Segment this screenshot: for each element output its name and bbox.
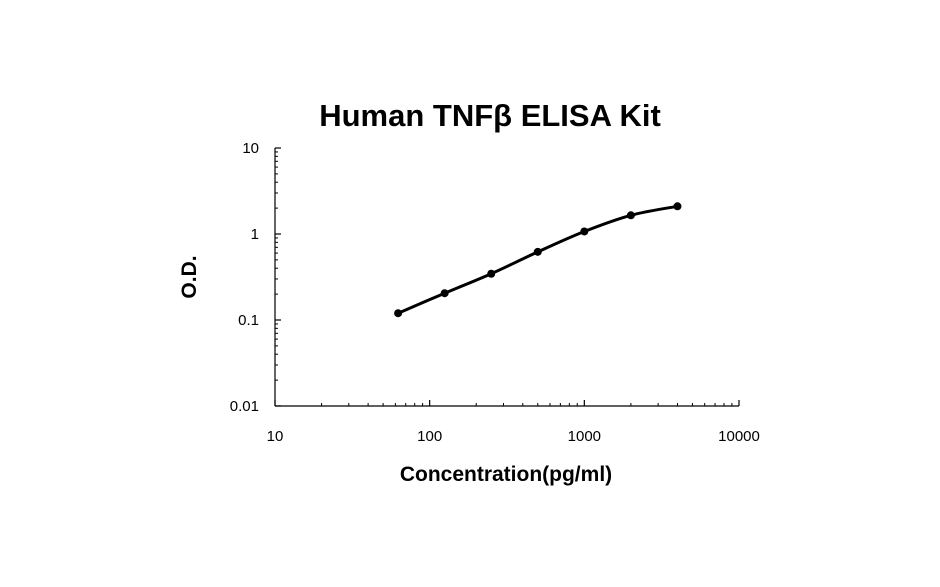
x-tick-label: 1000 — [568, 428, 601, 445]
y-tick-label: 0.01 — [230, 398, 259, 415]
data-point — [580, 227, 589, 236]
x-tick-label: 10000 — [718, 428, 760, 445]
x-tick-label: 100 — [417, 428, 442, 445]
data-point — [626, 211, 635, 220]
data-point — [487, 269, 496, 278]
data-point — [440, 289, 449, 298]
y-tick-label: 0.1 — [238, 312, 259, 329]
y-axis-title: O.D. — [178, 255, 201, 298]
data-points — [394, 202, 682, 318]
x-axis: 10 100 1000 10000 — [267, 400, 760, 445]
data-point — [394, 309, 403, 318]
chart-title: Human TNFβ ELISA Kit — [319, 98, 661, 133]
y-axis: 0.01 0.1 1 10 — [230, 140, 281, 415]
y-tick-label: 1 — [251, 226, 259, 243]
x-axis-title: Concentration(pg/ml) — [400, 463, 612, 486]
data-point — [533, 247, 542, 256]
standard-curve-line — [396, 204, 679, 315]
y-tick-label: 10 — [242, 140, 259, 157]
x-tick-label: 10 — [267, 428, 284, 445]
data-point — [673, 202, 682, 211]
